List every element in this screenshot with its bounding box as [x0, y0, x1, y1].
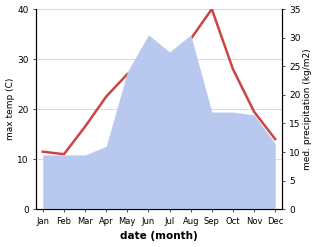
X-axis label: date (month): date (month) [120, 231, 198, 242]
Y-axis label: med. precipitation (kg/m2): med. precipitation (kg/m2) [303, 48, 313, 170]
Y-axis label: max temp (C): max temp (C) [5, 78, 15, 140]
